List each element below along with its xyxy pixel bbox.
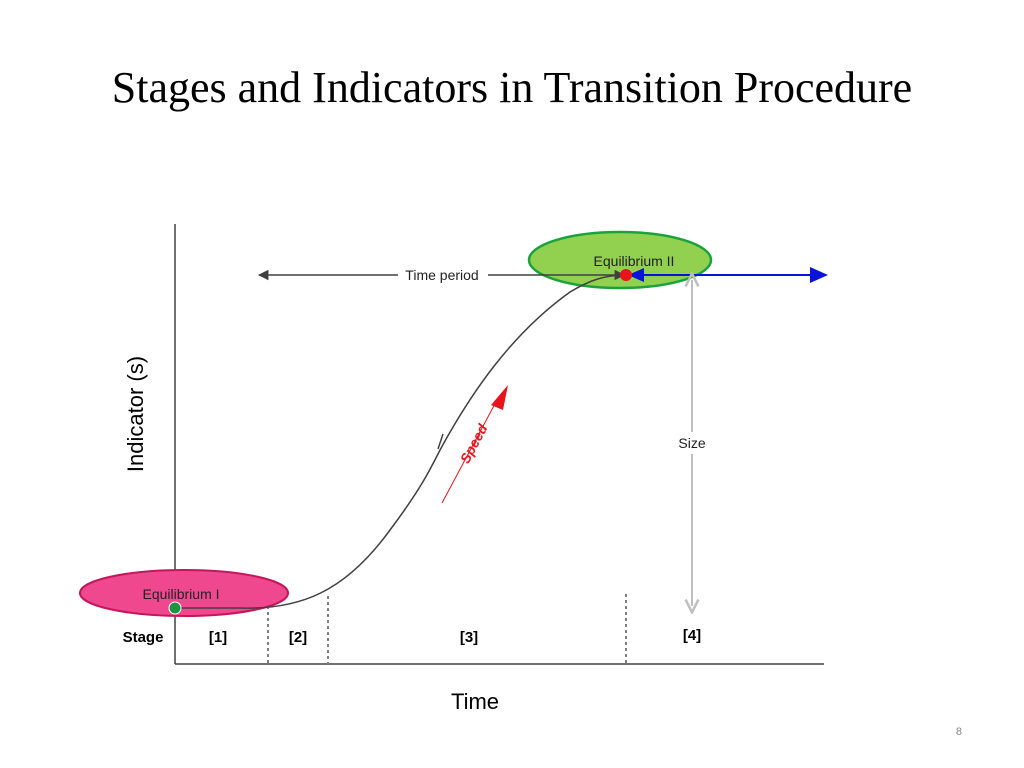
extension-arrow-left-head (628, 268, 644, 282)
speed-arrow-line (441, 399, 498, 504)
size-label: Size (678, 435, 705, 451)
page-number: 8 (955, 726, 962, 738)
stage-4-label: [4] (683, 627, 701, 644)
stage-row-label: Stage (123, 629, 164, 646)
slide-title: Stages and Indicators in Transition Proc… (111, 63, 913, 112)
stage-1-label: [1] (209, 629, 227, 646)
equilibrium-1-label: Equilibrium I (142, 586, 219, 602)
y-axis-label: Indicator (s) (123, 356, 148, 472)
start-point (168, 601, 182, 615)
equilibrium-1-ellipse (79, 569, 289, 617)
equilibrium-2-label: Equilibrium II (594, 253, 675, 269)
speed-label: Speed (457, 421, 491, 466)
speed-arrow-head (491, 385, 508, 410)
size-label-background (672, 432, 712, 454)
stage-2-label: [2] (289, 629, 307, 646)
end-point (620, 269, 632, 281)
transition-curve (175, 274, 627, 609)
x-axis-label: Time (451, 689, 499, 714)
time-period-label: Time period (405, 267, 478, 283)
curve-tick-mark (437, 433, 444, 450)
extension-arrow-right-head (810, 267, 828, 283)
stage-3-label: [3] (460, 629, 478, 646)
